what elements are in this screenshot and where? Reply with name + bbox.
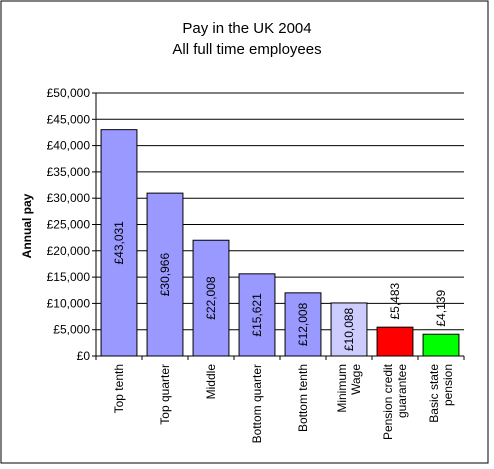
y-tick-label: £45,000 xyxy=(47,112,91,126)
data-label: £30,966 xyxy=(158,253,172,297)
category-label: Wage xyxy=(349,364,363,395)
y-tick-label: £25,000 xyxy=(47,218,91,232)
data-label: £12,008 xyxy=(296,302,310,346)
bar xyxy=(100,129,138,357)
data-label: £22,008 xyxy=(204,276,218,320)
chart-title-line-1: Pay in the UK 2004 xyxy=(182,20,311,37)
data-label: £15,621 xyxy=(250,293,264,337)
bar xyxy=(330,302,368,357)
category-label: Pension credit xyxy=(381,363,395,440)
category-label: guarantee xyxy=(395,364,409,418)
bar xyxy=(376,326,414,357)
y-tick-label: £15,000 xyxy=(47,270,91,284)
y-tick-label: £10,000 xyxy=(47,296,91,310)
y-tick-label: £35,000 xyxy=(47,165,91,179)
y-tick-label: £0 xyxy=(77,349,91,363)
y-axis-label: Annual pay xyxy=(20,193,34,258)
bar xyxy=(146,192,184,357)
data-label: £10,088 xyxy=(342,307,356,351)
y-tick-label: £50,000 xyxy=(47,86,91,100)
data-label: £4,139 xyxy=(434,290,448,327)
bar xyxy=(284,292,322,357)
data-label: £5,483 xyxy=(388,282,402,319)
bar xyxy=(238,273,276,357)
labels: £0 £5,000 £10,000 £15,000 £20,000 £25,000 £30,… xyxy=(47,86,455,443)
category-label: Top tenth xyxy=(112,364,126,413)
category-label: Basic state xyxy=(427,364,441,423)
category-label: Minimum xyxy=(335,364,349,413)
category-label: Middle xyxy=(204,364,218,400)
chart-title-line-2: All full time employees xyxy=(172,41,321,58)
chart-frame xyxy=(0,0,489,464)
y-tick-label: £40,000 xyxy=(47,139,91,153)
category-label: Bottom quarter xyxy=(250,364,264,443)
axes xyxy=(92,92,465,360)
category-label: Bottom tenth xyxy=(296,364,310,432)
category-label: pension xyxy=(441,364,455,406)
category-label: Top quarter xyxy=(158,364,172,425)
y-tick-label: £20,000 xyxy=(47,244,91,258)
y-tick-label: £5,000 xyxy=(53,323,90,337)
y-tick-label: £30,000 xyxy=(47,191,91,205)
bar xyxy=(422,333,460,357)
data-label: £43,031 xyxy=(112,221,126,265)
